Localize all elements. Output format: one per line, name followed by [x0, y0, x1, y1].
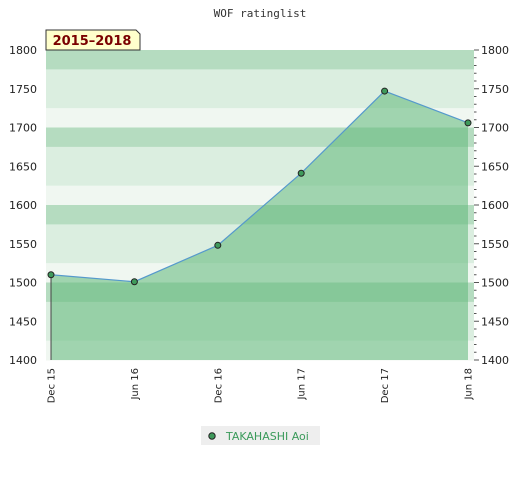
x-tick-label: Dec 16: [213, 368, 224, 403]
y-tick-label-left: 1400: [9, 354, 37, 367]
chart-title: WOF ratinglist: [214, 7, 307, 20]
x-tick-label: Jun 16: [130, 368, 141, 401]
y-tick-label-left: 1800: [9, 44, 37, 57]
y-tick-label-right: 1400: [481, 354, 509, 367]
y-tick-label-right: 1800: [481, 44, 509, 57]
data-point: [130, 278, 138, 286]
data-point: [47, 271, 55, 279]
background-band: [46, 88, 474, 109]
right-axis: 1400 1450 1500 1550 1600 1650 1700 1750 1800: [474, 44, 509, 367]
y-tick-label-right: 1500: [481, 277, 509, 290]
y-tick-label-right: 1700: [481, 122, 509, 135]
period-badge-box: [45, 29, 141, 51]
data-point: [214, 241, 222, 249]
x-tick-label: Jun 18: [464, 368, 475, 401]
legend-label: TAKAHASHI Aoi: [225, 430, 309, 443]
legend-marker-icon: [208, 432, 216, 440]
legend[interactable]: TAKAHASHI Aoi: [201, 426, 320, 445]
data-point: [464, 119, 472, 127]
x-tick-label: Jun 17: [297, 368, 308, 401]
data-points: [47, 87, 472, 286]
period-badge-label: 2015–2018: [53, 34, 132, 49]
y-tick-label-right: 1750: [481, 83, 509, 96]
x-axis: Dec 15 Jun 16 Dec 16 Jun 17 Dec 17 Jun 18: [47, 368, 475, 403]
y-tick-label-left: 1700: [9, 122, 37, 135]
y-tick-label-right: 1600: [481, 199, 509, 212]
y-tick-label-right: 1550: [481, 238, 509, 251]
data-point: [297, 169, 305, 177]
y-tick-label-left: 1500: [9, 277, 37, 290]
y-tick-label-right: 1450: [481, 315, 509, 328]
series-area: [51, 91, 468, 360]
y-tick-label-left: 1750: [9, 83, 37, 96]
left-axis: 1400 1450 1500 1550 1600 1650 1700 1750 1800: [9, 44, 37, 367]
y-tick-label-left: 1650: [9, 160, 37, 173]
y-tick-label-right: 1650: [481, 160, 509, 173]
series-line: [50, 90, 469, 283]
y-tick-label-left: 1600: [9, 199, 37, 212]
legend-box: [201, 426, 320, 445]
y-tick-label-left: 1550: [9, 238, 37, 251]
period-badge: 2015–2018: [45, 29, 141, 51]
area-layer: [50, 90, 469, 360]
x-tick-label: Dec 17: [380, 368, 391, 403]
x-tick-label: Dec 15: [47, 368, 58, 403]
background-band: [46, 69, 474, 90]
data-point: [381, 87, 389, 95]
y-tick-label-left: 1450: [9, 315, 37, 328]
background-band: [46, 50, 474, 70]
